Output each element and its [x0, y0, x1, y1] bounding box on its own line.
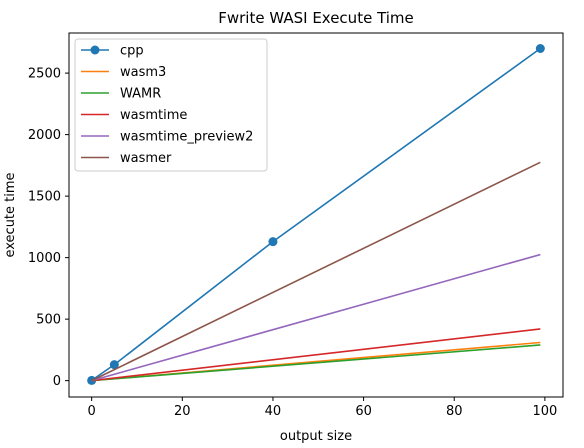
legend-label: wasmtime — [120, 108, 187, 123]
x-tick-label: 80 — [446, 404, 463, 419]
x-tick-label: 0 — [88, 404, 96, 419]
legend-label: wasmer — [120, 151, 172, 166]
y-tick-label: 2000 — [28, 128, 61, 143]
series-line-wasmtime-preview2 — [91, 253, 541, 382]
legend-label: WAMR — [120, 87, 161, 102]
series-line-wamr — [91, 344, 541, 382]
chart-title: Fwrite WASI Execute Time — [218, 9, 414, 27]
series-layer — [87, 43, 545, 385]
y-axis: 0 500 1000 1500 2000 2500 — [28, 67, 69, 389]
y-tick-label: 2500 — [28, 67, 61, 82]
x-tick-label: 40 — [265, 404, 282, 419]
legend-box — [74, 38, 268, 172]
x-axis: 0 20 40 60 80 100 — [88, 397, 557, 419]
data-point-cpp — [268, 237, 278, 247]
y-tick-label: 1000 — [28, 251, 61, 266]
y-tick-label: 1500 — [28, 190, 61, 205]
legend: cpp wasm3 WAMR wasmtime wasmtime_preview2was… — [74, 38, 268, 172]
legend-label: wasmtime_preview2 — [120, 130, 253, 145]
legend-label: cpp — [120, 44, 144, 59]
data-point-cpp — [535, 43, 545, 53]
plot-frame — [68, 32, 564, 398]
y-axis-label: execute time — [3, 172, 18, 257]
x-tick-label: 100 — [532, 404, 557, 419]
series-line-cpp — [91, 47, 541, 382]
x-tick-label: 20 — [174, 404, 191, 419]
series-line-wasmer — [91, 161, 541, 382]
y-tick-label: 0 — [53, 374, 61, 389]
data-point-cpp — [109, 360, 119, 370]
legend-label: wasm3 — [120, 65, 166, 80]
y-tick-label: 500 — [36, 313, 61, 328]
legend-marker — [90, 45, 100, 55]
x-axis-label: output size — [280, 429, 352, 444]
series-line-wasmtime — [91, 328, 541, 382]
x-tick-label: 60 — [355, 404, 372, 419]
